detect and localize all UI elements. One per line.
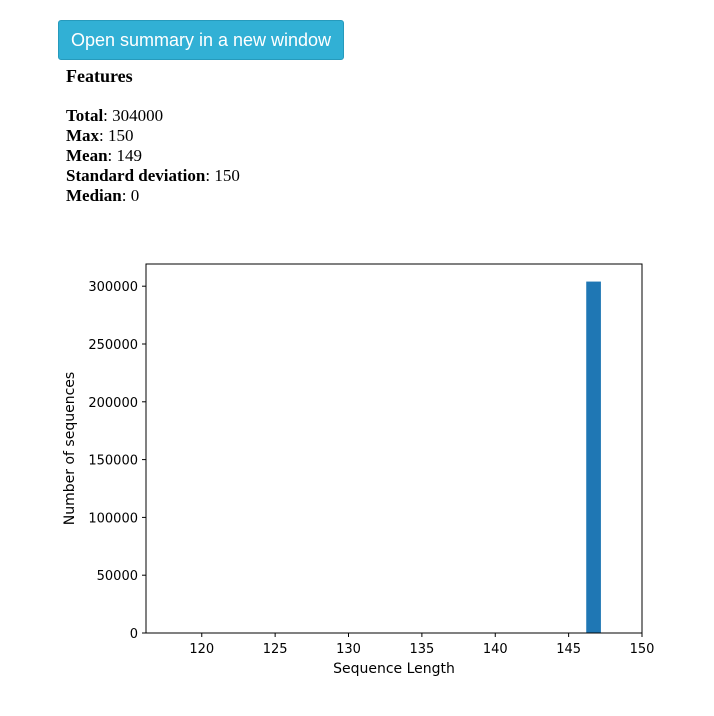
stat-total: Total: 304000 xyxy=(66,106,164,125)
stat-value: 150 xyxy=(214,166,240,185)
x-tick-label: 125 xyxy=(263,642,288,657)
y-tick-label: 200000 xyxy=(88,396,138,411)
histogram-svg: 120 125 130 135 140 145 150 0 50000 100000 150000… xyxy=(62,263,655,677)
stat-label: Median xyxy=(66,186,122,205)
x-tick-label: 145 xyxy=(556,642,581,657)
stat-label: Standard deviation xyxy=(66,166,206,185)
y-tick-label: 250000 xyxy=(88,338,138,353)
stat-value: 0 xyxy=(130,186,140,205)
stat-value: 149 xyxy=(116,146,143,165)
y-tick-label: 0 xyxy=(130,627,138,642)
y-tick-label: 50000 xyxy=(97,569,138,584)
y-axis-label: Number of sequences xyxy=(62,372,78,525)
x-tick-label: 120 xyxy=(189,642,214,657)
stat-label: Total xyxy=(66,106,104,125)
y-tick-label: 100000 xyxy=(88,511,138,526)
histogram-chart: 120 125 130 135 140 145 150 0 50000 100000 150000… xyxy=(0,240,714,700)
stat-median: Median: 0 xyxy=(66,186,140,205)
x-axis-label: Sequence Length xyxy=(333,661,455,677)
stat-std: Standard deviation: 150 xyxy=(66,166,240,185)
stat-max: Max: 150 xyxy=(66,126,134,145)
x-tick-label: 130 xyxy=(336,642,361,657)
stat-label: Max xyxy=(66,126,100,145)
stat-value: 304000 xyxy=(112,106,164,125)
x-tick-label: 140 xyxy=(483,642,508,657)
stat-mean: Mean: 149 xyxy=(66,146,143,165)
y-tick-label: 300000 xyxy=(88,280,138,295)
x-tick-label: 150 xyxy=(630,642,655,657)
features-heading: Features xyxy=(66,66,133,86)
stats-list: Total: 304000 Max: 150 Mean: 149 Standar… xyxy=(66,106,240,206)
histogram-bar xyxy=(586,281,601,633)
open-summary-button[interactable]: Open summary in a new window xyxy=(58,20,344,60)
stat-value: 150 xyxy=(108,126,134,145)
x-tick-label: 135 xyxy=(409,642,434,657)
stat-label: Mean xyxy=(66,146,108,165)
axes-frame xyxy=(145,263,643,634)
y-tick-label: 150000 xyxy=(88,454,138,469)
